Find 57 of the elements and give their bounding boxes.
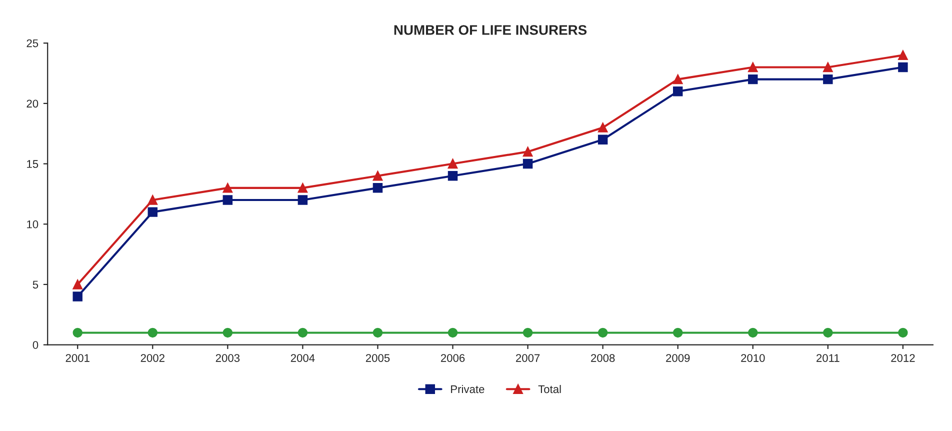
x-tick-label: 2008: [591, 354, 615, 362]
point: [448, 328, 458, 338]
point: [748, 62, 758, 72]
point: [823, 62, 833, 72]
point: [298, 195, 308, 205]
y-tick-label: 0: [32, 341, 38, 349]
point: [148, 207, 158, 217]
y-tick-label: 15: [27, 160, 38, 168]
point: [72, 280, 82, 290]
point: [222, 328, 233, 338]
point: [898, 50, 908, 60]
x-tick-label: 2012: [891, 354, 915, 362]
point: [298, 183, 308, 193]
y-tick-label: 25: [26, 39, 38, 48]
point: [148, 195, 158, 205]
point: [898, 62, 908, 72]
point: [148, 328, 158, 338]
x-tick-label: 2001: [66, 354, 90, 362]
x-tick-label: 2007: [516, 354, 540, 362]
point: [823, 74, 833, 84]
legend-label: Private: [451, 384, 484, 394]
point: [222, 195, 233, 205]
point: [522, 328, 533, 338]
point: [522, 146, 533, 157]
x-tick-label: 2005: [366, 354, 390, 362]
point: [372, 170, 383, 181]
point: [448, 158, 458, 169]
x-tick-label: 2002: [140, 354, 164, 362]
point: [672, 86, 683, 96]
point: [748, 74, 758, 84]
x-tick-label: 2011: [816, 354, 840, 362]
point: [598, 134, 608, 145]
point: [372, 328, 383, 338]
x-tick-label: 2010: [741, 354, 765, 362]
point: [748, 328, 758, 338]
point: [672, 74, 683, 84]
point: [372, 183, 383, 193]
x-tick-label: 2006: [440, 354, 465, 362]
point: [72, 292, 82, 302]
point: [598, 122, 608, 132]
point: [823, 328, 833, 338]
chart-title: NUMBER OF LIFE INSURERS: [394, 25, 587, 35]
legend-label: Total: [538, 384, 561, 394]
x-tick-label: 2004: [290, 354, 315, 362]
point: [222, 183, 233, 193]
point: [672, 328, 683, 338]
point: [298, 328, 308, 338]
point: [448, 170, 458, 181]
y-tick-label: 10: [27, 220, 38, 228]
point: [598, 328, 608, 338]
x-tick-label: 2003: [216, 354, 240, 362]
x-tick-label: 2009: [666, 354, 690, 362]
y-tick-label: 5: [32, 280, 38, 289]
point: [898, 328, 908, 338]
y-tick-label: 20: [26, 100, 38, 108]
point: [522, 158, 533, 169]
point: [72, 328, 82, 338]
